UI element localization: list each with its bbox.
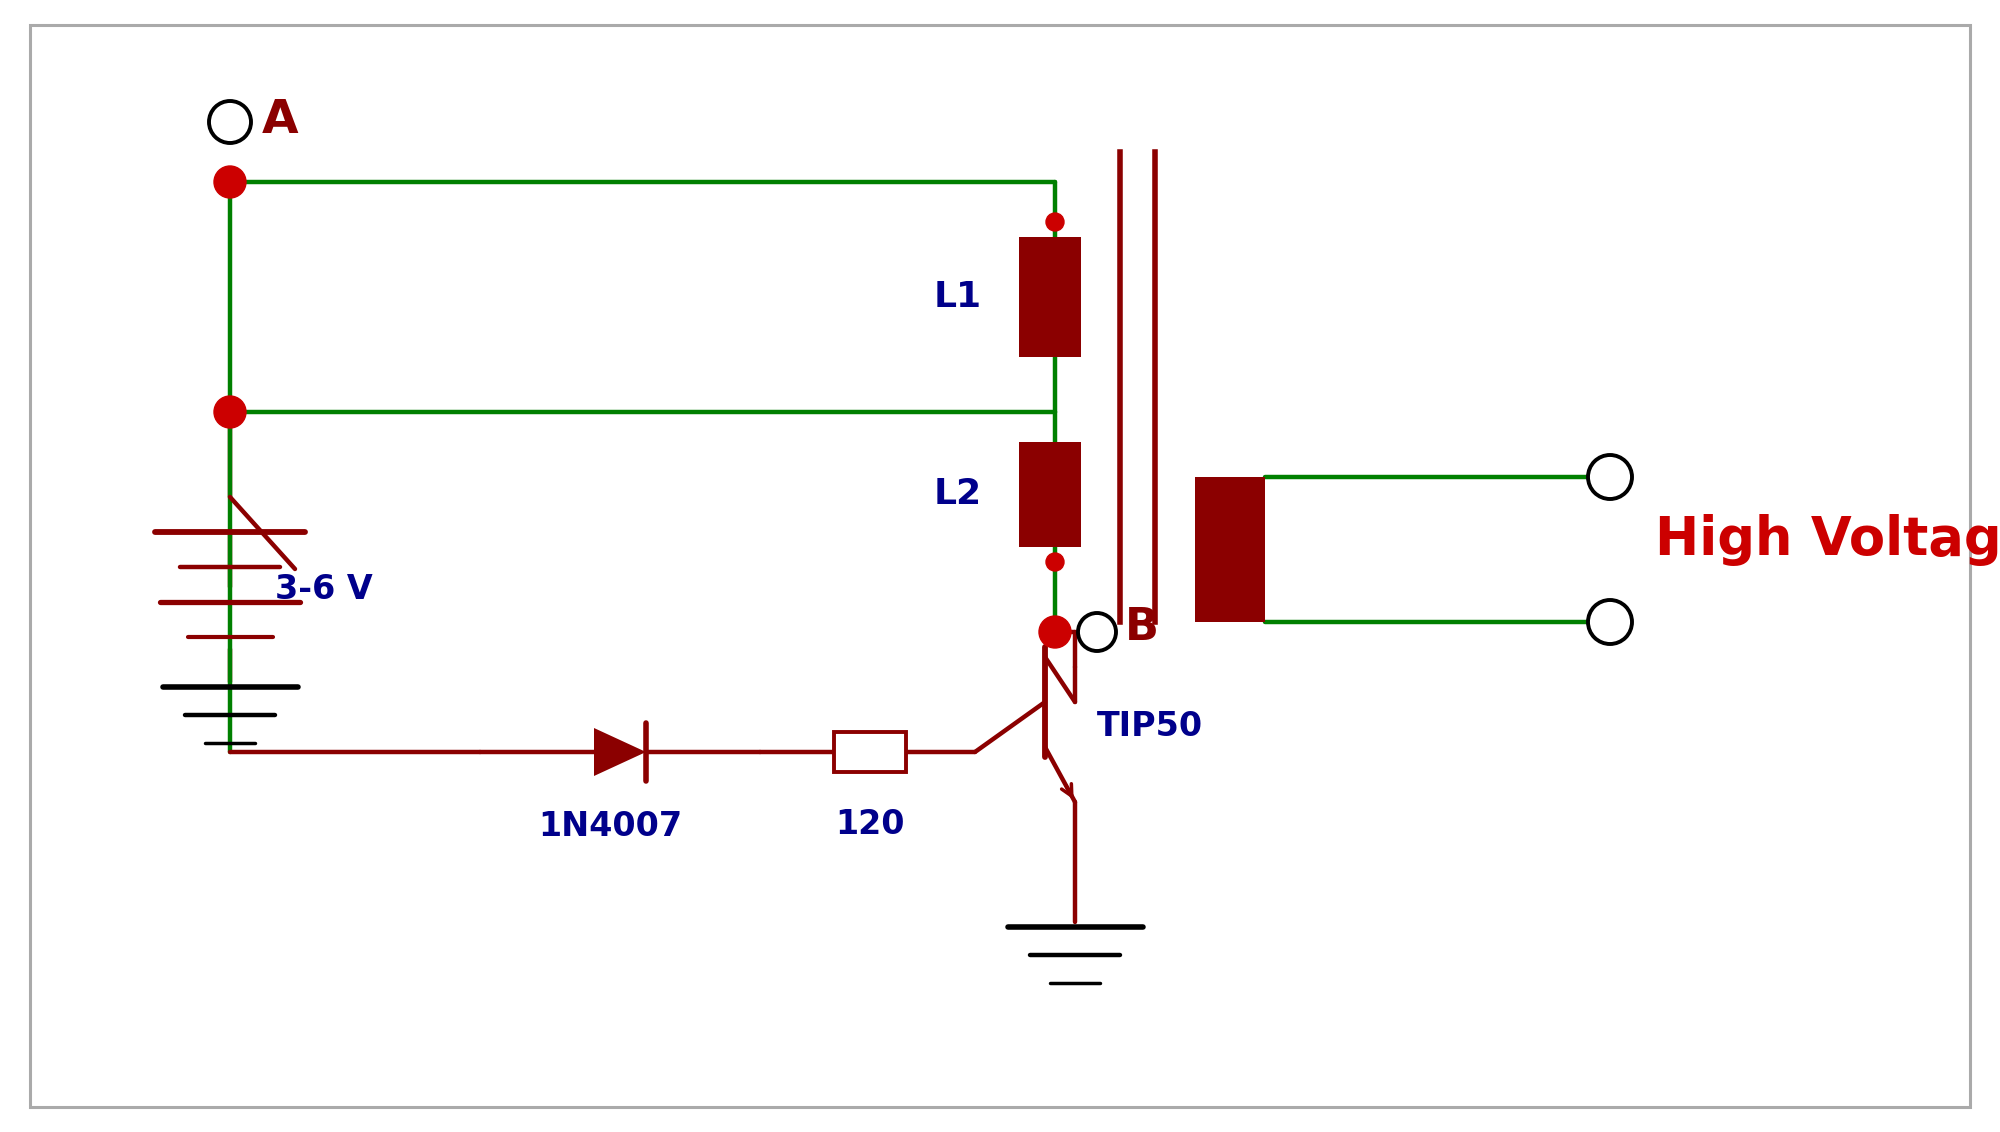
Circle shape (1040, 616, 1072, 648)
Circle shape (214, 396, 246, 428)
Text: A: A (262, 97, 298, 143)
Text: L2: L2 (934, 478, 982, 512)
Text: 120: 120 (836, 807, 904, 840)
Circle shape (1046, 554, 1064, 571)
Bar (1020, 237, 1080, 357)
Circle shape (214, 166, 246, 198)
Circle shape (1078, 614, 1116, 651)
Text: High Voltage Out: High Voltage Out (1656, 514, 2000, 566)
Text: 3-6 V: 3-6 V (276, 573, 372, 606)
Text: B: B (1124, 606, 1160, 649)
Circle shape (1588, 600, 1632, 644)
Circle shape (1588, 455, 1632, 499)
Polygon shape (594, 728, 646, 777)
Circle shape (1046, 213, 1064, 231)
Bar (834, 732, 906, 772)
Text: L1: L1 (934, 280, 982, 314)
Bar (1020, 441, 1080, 547)
Bar (1196, 477, 1266, 621)
Text: TIP50: TIP50 (1098, 711, 1204, 744)
Circle shape (210, 101, 252, 143)
Text: 1N4007: 1N4007 (538, 811, 682, 843)
